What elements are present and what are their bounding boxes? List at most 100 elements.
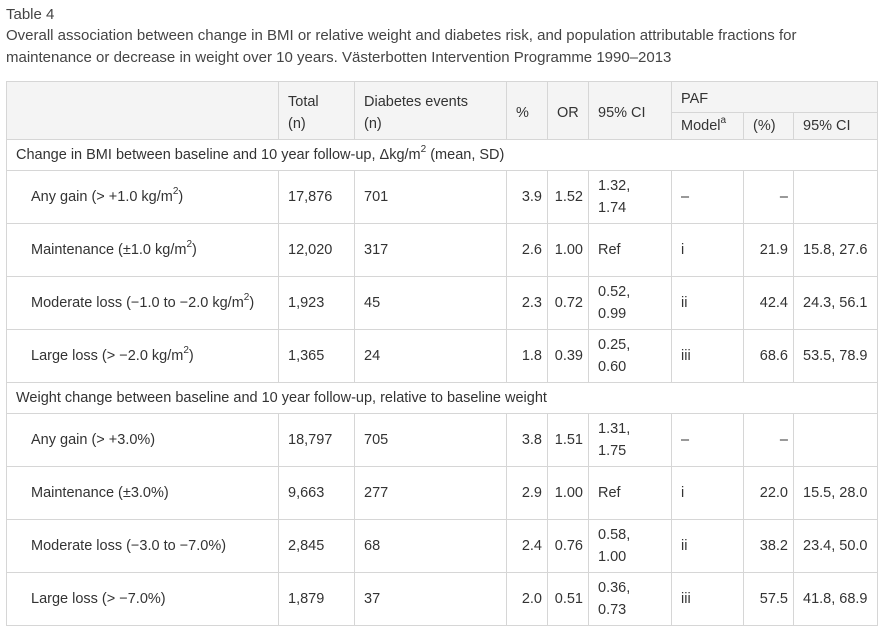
cell-or: 0.76 bbox=[547, 519, 589, 573]
table-row: Moderate loss (−1.0 to −2.0 kg/m2) 1,923 4… bbox=[6, 276, 878, 330]
cell-pct: 2.0 bbox=[506, 572, 548, 626]
table-row: Any gain (> +3.0%) 18,797 705 3.8 1.51 1.31, … bbox=[6, 413, 878, 467]
header-total: Total (n) bbox=[278, 81, 355, 140]
header-model-label: Model bbox=[681, 118, 721, 134]
section-title-text: Weight change between baseline and 10 ye… bbox=[16, 390, 547, 406]
cell-paf-ci: 15.5, 28.0 bbox=[793, 466, 878, 520]
header-blank bbox=[6, 81, 279, 140]
cell-total: 9,663 bbox=[278, 466, 355, 520]
section-title-text: Change in BMI between baseline and 10 ye… bbox=[16, 147, 421, 163]
cell-paf: – bbox=[743, 170, 794, 224]
cell-total: 12,020 bbox=[278, 223, 355, 277]
table-row: Large loss (> −7.0%) 1,879 37 2.0 0.51 0.36, … bbox=[6, 572, 878, 626]
cell-ci: 1.31, 1.75 bbox=[588, 413, 672, 467]
header-total-unit: (n) bbox=[288, 115, 306, 132]
row-label-superscript: 2 bbox=[243, 292, 250, 304]
cell-paf: – bbox=[743, 413, 794, 467]
cell-ci: Ref bbox=[588, 223, 672, 277]
row-label: Maintenance (±1.0 kg/m2) bbox=[6, 223, 279, 277]
row-label: Moderate loss (−1.0 to −2.0 kg/m2) bbox=[6, 276, 279, 330]
cell-or: 0.51 bbox=[547, 572, 589, 626]
header-total-label: Total bbox=[288, 93, 319, 110]
row-label-suffix: ) bbox=[178, 189, 184, 205]
cell-paf: 42.4 bbox=[743, 276, 794, 330]
cell-ci: 0.36, 0.73 bbox=[588, 572, 672, 626]
row-label-text: Any gain (> +3.0%) bbox=[31, 432, 156, 448]
header-events-label: Diabetes events bbox=[364, 93, 468, 110]
section-title: Change in BMI between baseline and 10 ye… bbox=[6, 139, 878, 171]
row-label-text: Maintenance (±1.0 kg/m bbox=[31, 242, 187, 258]
section-title-superscript: 2 bbox=[420, 144, 427, 156]
cell-or: 0.72 bbox=[547, 276, 589, 330]
row-label: Maintenance (±3.0%) bbox=[6, 466, 279, 520]
cell-paf-ci bbox=[793, 413, 878, 467]
row-label-text: Maintenance (±3.0%) bbox=[31, 485, 169, 501]
cell-model: ii bbox=[671, 276, 744, 330]
row-label-superscript: 2 bbox=[183, 345, 189, 357]
header-paf-ci: 95% CI bbox=[793, 112, 878, 140]
row-label-suffix: ) bbox=[249, 295, 255, 311]
cell-or: 0.39 bbox=[547, 329, 589, 383]
cell-events: 705 bbox=[354, 413, 507, 467]
row-label: Moderate loss (−3.0 to −7.0%) bbox=[6, 519, 279, 573]
row-label-text: Large loss (> −7.0%) bbox=[31, 591, 166, 607]
cell-model: iii bbox=[671, 329, 744, 383]
cell-ci: 0.52, 0.99 bbox=[588, 276, 672, 330]
header-events: Diabetes events (n) bbox=[354, 81, 507, 140]
header-events-unit: (n) bbox=[364, 115, 382, 132]
cell-events: 277 bbox=[354, 466, 507, 520]
cell-total: 17,876 bbox=[278, 170, 355, 224]
table-row: Large loss (> −2.0 kg/m2) 1,365 24 1.8 0.39 0… bbox=[6, 329, 878, 383]
cell-events: 24 bbox=[354, 329, 507, 383]
cell-ci: 0.58, 1.00 bbox=[588, 519, 672, 573]
cell-total: 1,879 bbox=[278, 572, 355, 626]
cell-paf: 57.5 bbox=[743, 572, 794, 626]
cell-paf: 22.0 bbox=[743, 466, 794, 520]
cell-total: 18,797 bbox=[278, 413, 355, 467]
header-model-footnote: a bbox=[720, 115, 727, 127]
cell-or: 1.00 bbox=[547, 466, 589, 520]
cell-model: i bbox=[671, 466, 744, 520]
row-label: Large loss (> −2.0 kg/m2) bbox=[6, 329, 279, 383]
cell-ci: 1.32, 1.74 bbox=[588, 170, 672, 224]
cell-or: 1.51 bbox=[547, 413, 589, 467]
cell-paf-ci: 23.4, 50.0 bbox=[793, 519, 878, 573]
cell-total: 1,923 bbox=[278, 276, 355, 330]
row-label: Any gain (> +3.0%) bbox=[6, 413, 279, 467]
table-row: Any gain (> +1.0 kg/m2) 17,876 701 3.9 1.52 1… bbox=[6, 170, 878, 224]
header-ci: 95% CI bbox=[588, 81, 672, 140]
row-label: Large loss (> −7.0%) bbox=[6, 572, 279, 626]
cell-pct: 1.8 bbox=[506, 329, 548, 383]
row-label-text: Any gain (> +1.0 kg/m bbox=[31, 189, 173, 205]
table-caption: Overall association between change in BM… bbox=[6, 27, 797, 66]
cell-model: – bbox=[671, 413, 744, 467]
header-subrow: Modela (%) 95% CI bbox=[7, 112, 878, 140]
cell-paf: 21.9 bbox=[743, 223, 794, 277]
header-model: Modela bbox=[671, 112, 744, 140]
row-label-suffix: ) bbox=[192, 242, 197, 258]
cell-paf: 68.6 bbox=[743, 329, 794, 383]
cell-or: 1.52 bbox=[547, 170, 589, 224]
row-label-text: Moderate loss (−1.0 to −2.0 kg/m bbox=[31, 295, 244, 311]
cell-ci: Ref bbox=[588, 466, 672, 520]
cell-paf-ci: 53.5, 78.9 bbox=[793, 329, 878, 383]
cell-events: 701 bbox=[354, 170, 507, 224]
cell-model: iii bbox=[671, 572, 744, 626]
row-label-suffix: ) bbox=[188, 348, 194, 364]
section-row: Weight change between baseline and 10 ye… bbox=[6, 382, 878, 414]
row-label: Any gain (> +1.0 kg/m2) bbox=[6, 170, 279, 224]
results-table: Total (n) Diabetes events (n) % OR 95% C… bbox=[6, 81, 878, 626]
header-row: Total (n) Diabetes events (n) % OR 95% C… bbox=[6, 81, 878, 140]
cell-pct: 2.4 bbox=[506, 519, 548, 573]
cell-pct: 2.6 bbox=[506, 223, 548, 277]
table-row: Maintenance (±3.0%) 9,663 277 2.9 1.00 Ref i 22… bbox=[6, 466, 878, 520]
row-label-text: Large loss (> −2.0 kg/m bbox=[31, 348, 184, 364]
cell-pct: 3.9 bbox=[506, 170, 548, 224]
cell-total: 2,845 bbox=[278, 519, 355, 573]
header-paf-pct: (%) bbox=[743, 112, 794, 140]
header-paf: PAF bbox=[671, 81, 878, 113]
table-row: Moderate loss (−3.0 to −7.0%) 2,845 68 2.4 0… bbox=[6, 519, 878, 573]
cell-events: 317 bbox=[354, 223, 507, 277]
cell-model: ii bbox=[671, 519, 744, 573]
